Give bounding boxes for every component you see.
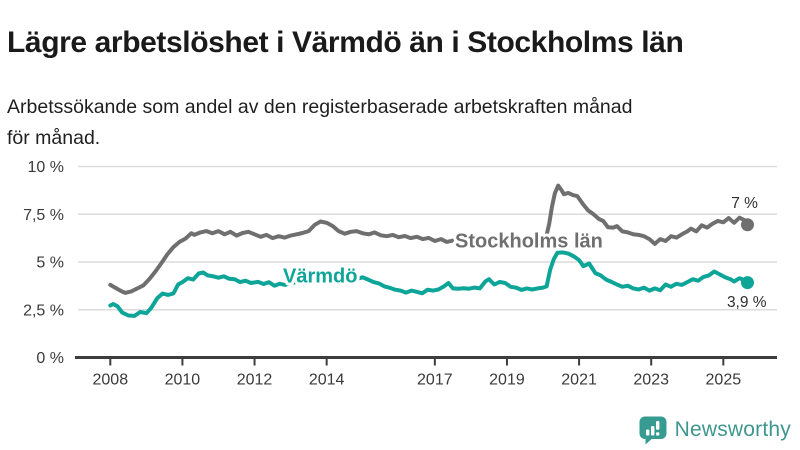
series-line-stockholms-l-n: [108, 183, 750, 295]
newsworthy-logo[interactable]: Newsworthy: [638, 415, 791, 445]
bar-chart-speech-bubble-icon: [639, 416, 667, 445]
chart-subtitle: Arbetssökande som andel av den registerb…: [7, 95, 633, 149]
series-end-dot: [740, 276, 754, 290]
end-value-label: 3,9 %: [727, 294, 767, 311]
y-tick-label: 10 %: [28, 159, 64, 176]
logo-text: Newsworthy: [674, 418, 791, 441]
series-label: Värmdö: [283, 266, 357, 288]
y-tick-label: 0 %: [36, 350, 64, 367]
x-tick-label: 2019: [489, 372, 525, 389]
end-value-label: 7 %: [731, 195, 758, 212]
x-tick-label: 2023: [633, 372, 669, 389]
series-label: Stockholms län: [455, 230, 603, 252]
x-tick-label: 2017: [417, 372, 453, 389]
x-tick-label: 2010: [165, 372, 201, 389]
y-tick-label: 7,5 %: [23, 207, 64, 224]
x-tick-label: 2021: [561, 372, 597, 389]
y-tick-label: 5 %: [36, 255, 64, 272]
line-chart: 2008 2010 2012 2014 2017 2019 2021 2023 2025 10 %…: [0, 146, 800, 411]
x-tick-label: 2025: [706, 372, 742, 389]
x-tick-label: 2014: [309, 372, 345, 389]
x-tick-label: 2012: [237, 372, 273, 389]
page-title: Lägre arbetslöshet i Värmdö än i Stockho…: [7, 26, 684, 60]
unemployment-line-chart: 2008 2010 2012 2014 2017 2019 2021 2023 2025 10 %…: [23, 159, 777, 389]
x-tick-label: 2008: [93, 372, 129, 389]
y-tick-label: 2,5 %: [23, 302, 64, 319]
series-end-dot: [740, 218, 754, 232]
series-line-v-rmd-: [108, 250, 750, 318]
